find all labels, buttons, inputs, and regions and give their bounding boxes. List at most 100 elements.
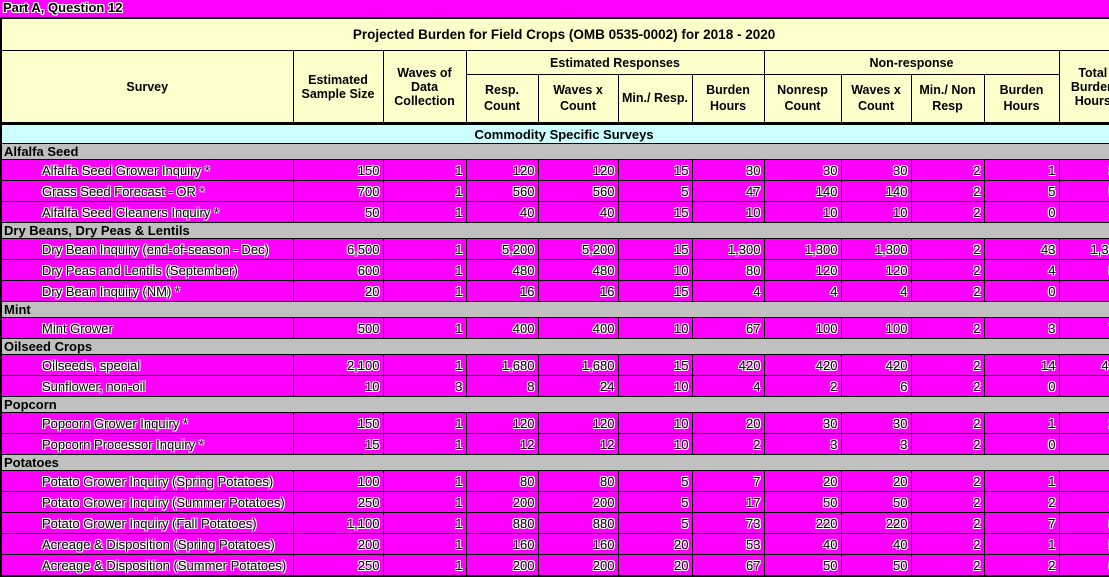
value-cell: 10 <box>1058 201 1109 223</box>
value-cell: 200 <box>537 491 619 513</box>
value-cell: 20 <box>617 554 693 577</box>
section-header-row: Potatoes <box>0 454 1109 471</box>
value-cell: 3 <box>763 433 842 455</box>
value-cell: 1 <box>983 412 1060 434</box>
value-cell: 434 <box>1058 354 1109 376</box>
col-header-nonresp-burden-hours: Burden Hours <box>983 74 1060 125</box>
value-cell: 50 <box>840 491 912 513</box>
value-cell: 1 <box>382 317 467 339</box>
value-cell: 400 <box>537 317 619 339</box>
value-cell: 1,300 <box>691 238 765 260</box>
value-cell: 14 <box>983 354 1060 376</box>
survey-name-cell: Alfalfa Seed Grower Inquiry * <box>0 159 294 181</box>
value-cell: 1 <box>382 201 467 223</box>
col-header-nonresp-waves-x-count: Waves x Count <box>840 74 912 125</box>
survey-name-cell: Popcorn Grower Inquiry * <box>0 412 294 434</box>
value-cell: 100 <box>292 470 384 492</box>
value-cell: 50 <box>763 554 842 577</box>
value-cell: 40 <box>763 533 842 555</box>
value-cell: 15 <box>617 354 693 376</box>
value-cell: 700 <box>292 180 384 202</box>
value-cell: 2 <box>910 180 985 202</box>
value-cell: 4 <box>1058 375 1109 397</box>
value-cell: 70 <box>1058 317 1109 339</box>
value-cell: 69 <box>1058 554 1109 577</box>
value-cell: 100 <box>840 317 912 339</box>
value-cell: 150 <box>292 412 384 434</box>
survey-name-cell: Sunflower, non-oil <box>0 375 294 397</box>
survey-name-cell: Alfalfa Seed Cleaners Inquiry * <box>0 201 294 223</box>
value-cell: 30 <box>763 159 842 181</box>
section-title: Alfalfa Seed <box>0 143 1109 160</box>
table-title-row: Projected Burden for Field Crops (OMB 05… <box>0 17 1109 51</box>
table-row: Alfalfa Seed Cleaners Inquiry * 50 1 40 40 15… <box>0 201 1109 223</box>
value-cell: 1 <box>983 470 1060 492</box>
value-cell: 2 <box>910 533 985 555</box>
value-cell: 0 <box>983 433 1060 455</box>
group-header-estimated-responses: Estimated Responses <box>465 50 765 75</box>
value-cell: 4 <box>691 375 765 397</box>
value-cell: 80 <box>537 470 619 492</box>
table-row: Dry Bean Inquiry (end-of-season - Dec) 6,… <box>0 238 1109 260</box>
value-cell: 10 <box>617 259 693 281</box>
table-body: Commodity Specific Surveys Alfalfa Seed A… <box>0 123 1109 577</box>
table-row: Potato Grower Inquiry (Spring Potatoes) 1… <box>0 470 1109 492</box>
value-cell: 2 <box>910 470 985 492</box>
value-cell: 1 <box>382 180 467 202</box>
table-title: Projected Burden for Field Crops (OMB 05… <box>0 17 1109 51</box>
value-cell: 8 <box>1058 470 1109 492</box>
value-cell: 19 <box>1058 491 1109 513</box>
value-cell: 7 <box>691 470 765 492</box>
header-group-row: Survey Estimated Sample Size Waves of Da… <box>0 50 1109 125</box>
value-cell: 67 <box>691 554 765 577</box>
value-cell: 31 <box>1058 159 1109 181</box>
section-title: Mint <box>0 301 1109 318</box>
table-row: Mint Grower500140040010671001002370 <box>0 317 1109 339</box>
value-cell: 5 <box>617 512 693 534</box>
col-header-resp-count: Resp. Count <box>465 74 539 125</box>
value-cell: 4 <box>763 280 842 302</box>
header-leaf-row: Resp. Count Waves x Count Min./ Resp. Bu… <box>1 74 1109 125</box>
col-header-waves: Waves of Data Collection <box>382 50 467 125</box>
value-cell: 53 <box>691 533 765 555</box>
value-cell: 2 <box>910 412 985 434</box>
section-header-row: Mint <box>0 301 1109 318</box>
table-row: Popcorn Processor Inquiry * 15 1 12 12 10 2 3 3 2… <box>0 433 1109 455</box>
value-cell: 1,680 <box>465 354 539 376</box>
value-cell: 50 <box>840 554 912 577</box>
value-cell: 2 <box>983 491 1060 513</box>
value-cell: 2 <box>910 433 985 455</box>
value-cell: 560 <box>537 180 619 202</box>
value-cell: 0 <box>983 201 1060 223</box>
table-row: Dry Peas and Lentils (September) 600 1 480 4… <box>0 259 1109 281</box>
value-cell: 1 <box>382 238 467 260</box>
value-cell: 1 <box>382 433 467 455</box>
survey-name-cell: Popcorn Processor Inquiry * <box>0 433 294 455</box>
survey-name-cell: Potato Grower Inquiry (Summer Potatoes) <box>0 491 294 513</box>
value-cell: 2 <box>910 159 985 181</box>
value-cell: 200 <box>292 533 384 555</box>
col-header-min-resp: Min./ Resp. <box>617 74 693 125</box>
value-cell: 560 <box>465 180 539 202</box>
value-cell: 160 <box>465 533 539 555</box>
value-cell: 10 <box>840 201 912 223</box>
value-cell: 17 <box>691 491 765 513</box>
value-cell: 2 <box>910 491 985 513</box>
value-cell: 1 <box>382 354 467 376</box>
value-cell: 30 <box>840 412 912 434</box>
survey-name-cell: Mint Grower <box>0 317 294 339</box>
value-cell: 40 <box>537 201 619 223</box>
section-title: Popcorn <box>0 396 1109 413</box>
table-row: Acreage & Disposition (Summer Potatoes) 2… <box>0 554 1109 577</box>
value-cell: 20 <box>617 533 693 555</box>
value-cell: 15 <box>617 201 693 223</box>
value-cell: 20 <box>763 470 842 492</box>
value-cell: 2 <box>1058 433 1109 455</box>
value-cell: 100 <box>763 317 842 339</box>
burden-table: Projected Burden for Field Crops (OMB 05… <box>0 17 1109 577</box>
value-cell: 1 <box>983 533 1060 555</box>
value-cell: 6 <box>840 375 912 397</box>
value-cell: 2 <box>910 238 985 260</box>
value-cell: 1,100 <box>292 512 384 534</box>
table-row: Grass Seed Forecast - OR * 700 1 560 560 5 47 1… <box>0 180 1109 202</box>
